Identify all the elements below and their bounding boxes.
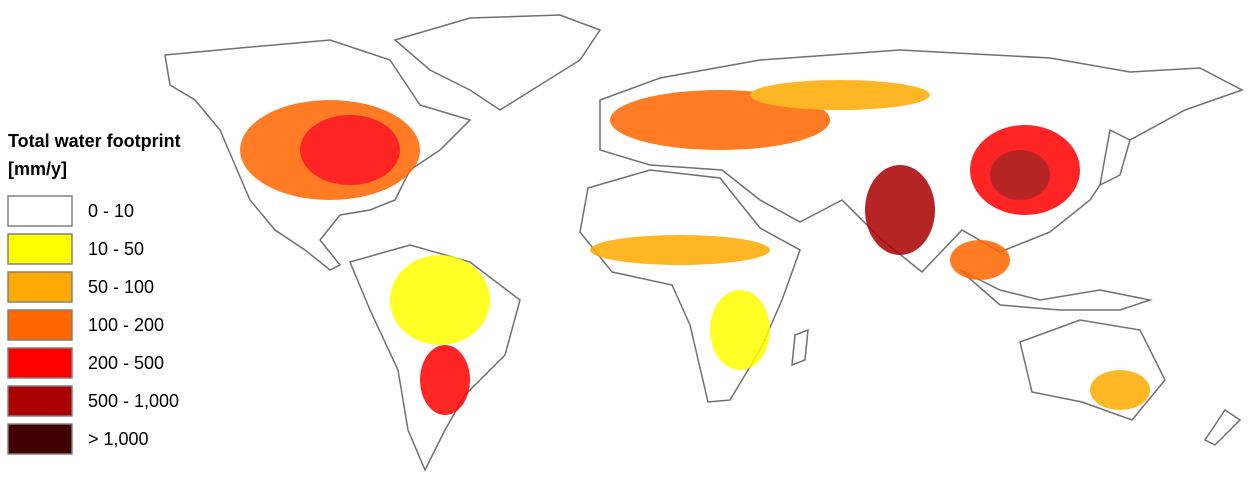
legend-label: 200 - 500 [88,353,164,373]
legend-swatch [7,309,73,341]
indonesia [959,269,1153,311]
legend-swatch [7,271,73,303]
legend-swatch [7,423,73,455]
area [750,80,930,110]
area [950,240,1010,280]
area [420,345,470,415]
area [710,290,770,370]
legend-swatch [7,195,73,227]
area [865,165,935,255]
new-zealand [1203,408,1242,446]
legend-label: 500 - 1,000 [88,391,179,411]
area [390,255,490,345]
africa [579,169,801,403]
legend-unit: [mm/y] [8,159,67,179]
madagascar [791,328,809,367]
legend-label: > 1,000 [88,429,149,449]
area [1090,370,1150,410]
legend-swatch [7,385,73,417]
area [590,235,770,265]
legend-label: 0 - 10 [88,201,134,221]
area [300,115,400,185]
area [990,150,1050,200]
legend-swatch [7,347,73,379]
japan [1098,128,1131,187]
legend-label: 50 - 100 [88,277,154,297]
legend-label: 10 - 50 [88,239,144,259]
legend-swatch [7,233,73,265]
footprint-areas [240,80,1150,415]
greenland [393,14,602,111]
legend: Total water footprint [mm/y] 0 - 10 10 - … [7,131,181,455]
legend-title: Total water footprint [8,131,181,151]
legend-label: 100 - 200 [88,315,164,335]
australia [1019,319,1166,421]
